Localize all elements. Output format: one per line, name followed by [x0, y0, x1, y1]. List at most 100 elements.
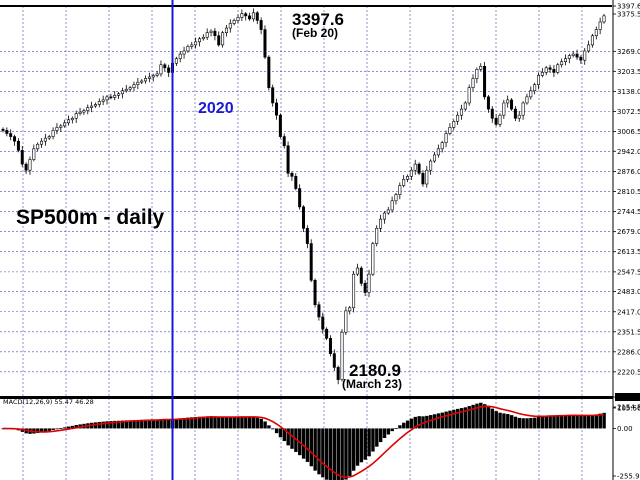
- candle-body: [355, 267, 359, 275]
- candle-body: [163, 64, 167, 69]
- candle-body: [93, 104, 97, 107]
- candle-body: [66, 119, 70, 124]
- candle-body: [502, 102, 506, 116]
- candle-body: [317, 304, 321, 318]
- macd-bar: [140, 419, 144, 429]
- macd-signal-path: [2, 405, 605, 479]
- candle-body: [425, 169, 429, 185]
- candle-body: [417, 163, 421, 174]
- candle-body: [113, 95, 117, 98]
- candle-body: [602, 15, 606, 23]
- macd-tick-label: 105.56: [617, 405, 640, 413]
- candle-body: [336, 367, 340, 380]
- macd-bar: [182, 418, 186, 429]
- macd-bar: [36, 428, 40, 433]
- candle-body: [224, 27, 228, 33]
- candle-body: [178, 53, 182, 59]
- macd-bar: [467, 406, 471, 429]
- macd-bar: [540, 416, 545, 429]
- macd-bar: [444, 411, 448, 429]
- macd-histogram: [1, 402, 606, 480]
- macd-bar: [556, 415, 560, 429]
- macd-bar: [375, 428, 379, 447]
- macd-params-label: MACD(12,26,9) 55.47 46.28: [3, 398, 94, 406]
- macd-bar: [190, 417, 194, 429]
- candle-body: [232, 20, 236, 24]
- macd-bar: [143, 419, 148, 429]
- chart-title: SP500m - daily: [16, 206, 165, 229]
- candle-body: [43, 137, 47, 142]
- candle-body: [510, 99, 514, 110]
- candle-body: [267, 56, 271, 88]
- candle-body: [513, 108, 517, 119]
- candle-body: [209, 30, 213, 33]
- candle-body: [120, 90, 124, 95]
- macd-bar: [205, 416, 209, 429]
- macd-bar: [263, 421, 267, 429]
- macd-bar: [529, 418, 533, 429]
- candle-body: [590, 35, 594, 46]
- macd-bar: [278, 428, 283, 438]
- candle-body: [440, 142, 444, 150]
- candle-body: [51, 130, 55, 137]
- candle-body: [332, 353, 336, 368]
- candle-body: [567, 55, 571, 59]
- candle-body: [379, 218, 383, 229]
- candle-body: [55, 127, 59, 131]
- candle-body: [479, 65, 483, 70]
- macd-bar: [309, 428, 314, 467]
- candle-body: [506, 99, 510, 104]
- candle-body: [32, 148, 36, 160]
- macd-bar: [321, 428, 325, 478]
- macd-bar: [213, 416, 217, 429]
- macd-bar: [363, 428, 367, 460]
- candle-body: [174, 58, 178, 64]
- price-tick-label: 2351.5: [617, 328, 640, 336]
- macd-bar: [417, 416, 421, 429]
- price-tick-label: 2220.5: [617, 368, 640, 376]
- candle-body: [421, 172, 425, 185]
- macd-bar: [348, 428, 352, 476]
- candle-body: [140, 80, 144, 83]
- macd-bar: [39, 428, 44, 433]
- price-tick-label: 2286.0: [617, 348, 640, 356]
- candle-body: [583, 50, 587, 61]
- macd-bar: [313, 428, 317, 471]
- macd-bar: [159, 419, 163, 429]
- candle-body: [309, 243, 313, 281]
- candle-body: [40, 140, 44, 145]
- macd-bar: [378, 428, 383, 443]
- macd-bar: [286, 428, 290, 446]
- candle-body: [371, 243, 375, 275]
- macd-bar: [509, 415, 514, 429]
- macd-bar: [598, 413, 602, 429]
- price-tick-label: 2876.0: [617, 168, 640, 176]
- candle-body: [117, 93, 121, 96]
- candle-body: [128, 87, 132, 90]
- macd-bar: [367, 428, 371, 457]
- candle-body: [236, 17, 240, 21]
- macd-bar: [536, 416, 541, 429]
- macd-bar: [163, 418, 167, 429]
- macd-bar: [124, 420, 129, 429]
- candle-body: [448, 127, 452, 134]
- candle-body: [537, 75, 541, 85]
- price-tick-label: 2942.0: [617, 148, 640, 156]
- macd-bar: [517, 417, 522, 429]
- macd-bar: [197, 416, 202, 429]
- candle-body: [259, 20, 263, 30]
- macd-bar: [355, 428, 360, 466]
- candle-body: [363, 283, 367, 293]
- macd-bar: [147, 419, 152, 429]
- high-date-label: (Feb 20): [292, 26, 338, 40]
- candle-body: [197, 38, 201, 43]
- macd-bar: [74, 425, 78, 429]
- macd-bar: [247, 416, 252, 429]
- macd-bar: [390, 428, 394, 432]
- candle-body: [217, 35, 221, 46]
- candle-body: [325, 328, 329, 339]
- candle-body: [579, 56, 583, 61]
